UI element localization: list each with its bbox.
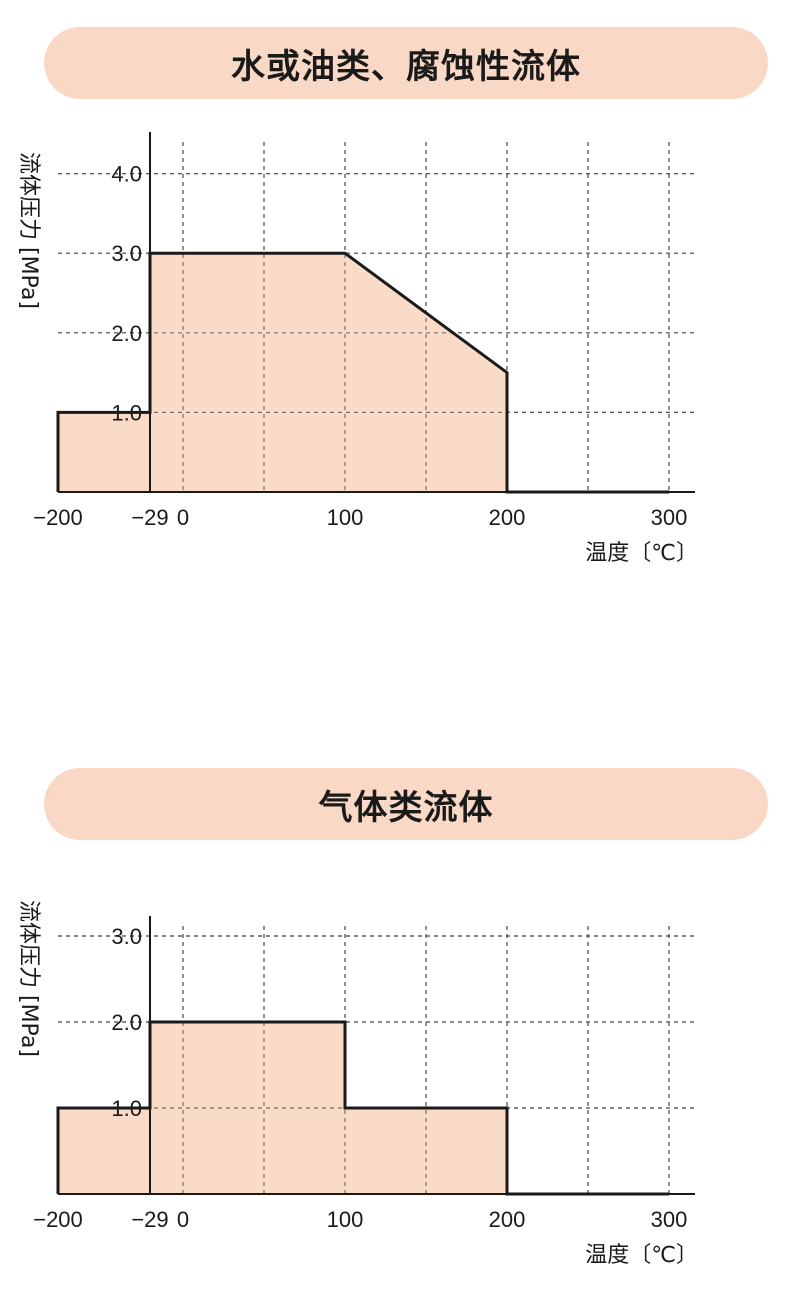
y-tick-label-0: 1.0 — [111, 1096, 142, 1121]
x-tick-label-3: 100 — [327, 1207, 364, 1232]
x-tick-label-1: −29 — [131, 1207, 168, 1232]
x-tick-label-4: 200 — [489, 505, 526, 530]
x-axis-label: 温度〔℃〕 — [585, 541, 698, 566]
x-tick-label-2: 0 — [177, 505, 189, 530]
y-tick-label-2: 3.0 — [111, 924, 142, 949]
section-header-gas: 气体类流体 — [44, 768, 768, 840]
chart-gas-pressure-temperature: 1.0 2.0 3.0 −200 −29 0 100 200 300 温度〔℃〕 流体压力 [MPa… — [16, 900, 698, 1268]
section-title-gas: 气体类流体 — [318, 787, 494, 828]
pressure-area-fill — [58, 253, 669, 492]
pressure-limit-line — [56, 251, 669, 494]
chart-liquid-pressure-temperature: 1.0 2.0 3.0 4.0 −200 −29 0 100 200 300 温度〔℃〕 流体压力 [… — [16, 132, 698, 566]
x-tick-label-3: 100 — [327, 505, 364, 530]
x-tick-label-5: 300 — [651, 1207, 688, 1232]
section-title-liquid: 水或油类、腐蚀性流体 — [231, 46, 581, 87]
y-axis-label: 流体压力 [MPa] — [16, 900, 41, 1057]
x-tick-label-5: 300 — [651, 505, 688, 530]
y-tick-label-2: 3.0 — [111, 241, 142, 266]
y-axis-label: 流体压力 [MPa] — [16, 152, 41, 309]
x-tick-label-4: 200 — [489, 1207, 526, 1232]
x-tick-label-0: −200 — [33, 505, 83, 530]
x-axis-label: 温度〔℃〕 — [585, 1243, 698, 1268]
section-header-liquid: 水或油类、腐蚀性流体 — [44, 27, 768, 99]
x-tick-label-1: −29 — [131, 505, 168, 530]
y-tick-label-0: 1.0 — [111, 400, 142, 425]
y-tick-label-1: 2.0 — [111, 321, 142, 346]
x-tick-label-2: 0 — [177, 1207, 189, 1232]
pressure-limit-line — [56, 1020, 669, 1196]
y-tick-label-1: 2.0 — [111, 1010, 142, 1035]
x-tick-label-0: −200 — [33, 1207, 83, 1232]
y-tick-label-3: 4.0 — [111, 162, 142, 187]
